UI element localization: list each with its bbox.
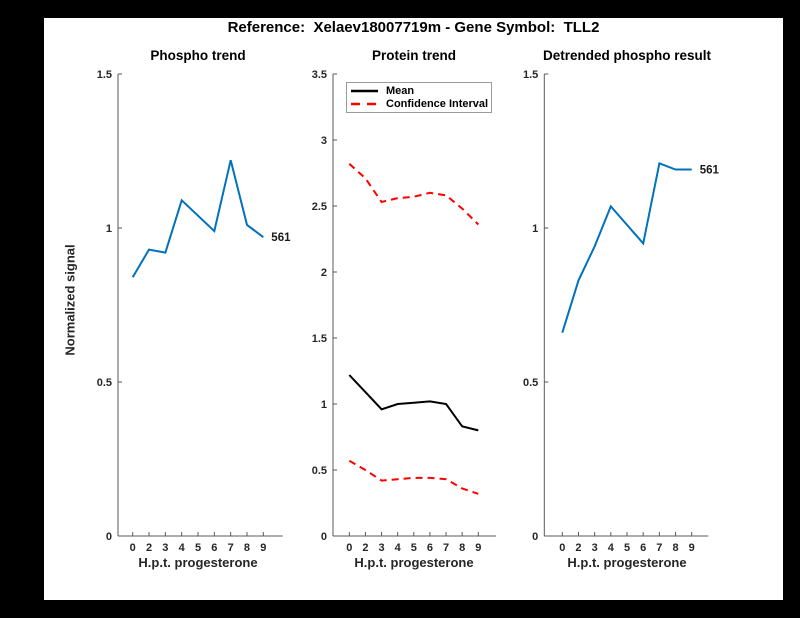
ci-lower-line [348,459,479,495]
x-tick-label: 8 [672,542,678,554]
x-tick-label: 6 [427,542,433,554]
x-tick-label: 0 [346,542,352,554]
figure-title: Reference: Xelaev18007719m - Gene Symbol… [227,19,600,36]
phospho-chart-title: Phospho trend [150,48,246,63]
x-tick-label: 2 [575,542,581,554]
mean-line [348,374,479,432]
y-tick-label: 2 [321,267,327,279]
detrended-561-end-label: 561 [700,164,720,176]
detrended-x-axis-label: H.p.t. progesterone [567,555,687,570]
y-tick-label: 1 [532,223,538,235]
detrended-chart-title: Detrended phospho result [542,48,712,63]
x-tick-label: 6 [211,542,217,554]
phospho-x-axis-label: H.p.t. progesterone [138,555,258,570]
confidence-interval-line-sample [351,102,378,106]
protein-trend-plot: 00.511.522.533.50 2 3 4 5 6 7 8 9 [312,69,496,554]
y-tick-label: 0.5 [523,377,538,389]
x-tick-label: 8 [244,542,250,554]
x-tick-label: 5 [195,542,201,554]
x-tick-label: 6 [640,542,646,554]
legend-label-confidence-interval: Confidence Interval [386,98,489,111]
x-tick-label: 2 [362,542,368,554]
figure-canvas: Reference: Xelaev18007719m - Gene Symbol… [44,18,783,600]
x-tick-label: 7 [656,542,662,554]
y-tick-label: 1.5 [97,69,112,81]
protein-chart-title: Protein trend [371,48,457,63]
x-tick-label: 3 [378,542,384,554]
y-tick-label: 1.5 [312,333,327,345]
y-tick-label: 1 [106,223,112,235]
y-tick-label: 1 [321,399,327,411]
legend-row-confidence-interval: Confidence Interval [351,98,489,111]
y-tick-label: 2.5 [312,201,327,213]
detrended-561-line [561,161,692,333]
x-tick-label: 9 [475,542,481,554]
x-tick-label: 3 [592,542,598,554]
x-tick-label: 3 [162,542,168,554]
x-tick-label: 8 [459,542,465,554]
x-tick-label: 7 [443,542,449,554]
y-tick-label: 0.5 [312,465,327,477]
x-tick-label: 4 [179,542,186,554]
protein-x-axis-label: H.p.t. progesterone [354,555,474,570]
legend-label-mean: Mean [386,84,415,97]
phospho-561-line [131,159,264,278]
x-tick-label: 5 [624,542,630,554]
ci-upper-line [348,163,480,226]
x-tick-label: 2 [146,542,152,554]
legend-row-mean: Mean [351,84,487,97]
x-tick-label: 7 [228,542,234,554]
x-tick-label: 4 [608,542,615,554]
y-tick-label: 0 [532,531,538,543]
phospho-561-end-label: 561 [271,232,291,244]
y-tick-label: 0 [321,531,327,543]
x-tick-label: 9 [260,542,266,554]
y-tick-label: 0.5 [97,377,112,389]
x-tick-label: 9 [689,542,695,554]
x-tick-label: 5 [411,542,417,554]
y-tick-label: 3.5 [312,69,327,81]
y-tick-label: 3 [321,135,327,147]
mean-line-sample [351,89,378,93]
y-tick-label: 0 [106,531,112,543]
x-tick-label: 0 [559,542,565,554]
x-tick-label: 4 [395,542,402,554]
legend: Mean Confidence Interval [346,82,492,113]
x-tick-label: 0 [130,542,136,554]
y-tick-label: 1.5 [523,69,538,81]
